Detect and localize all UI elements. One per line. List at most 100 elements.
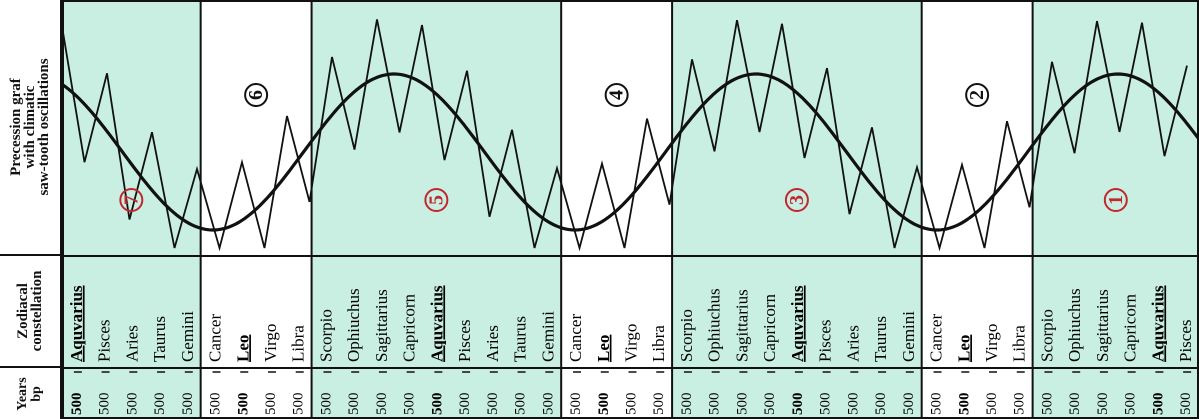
labels-layer: Aquvarius 500 Pisces 500 Aries 500 Taurus 500 Ge…: [67, 83, 1195, 416]
constellation-label: Pisces: [816, 320, 835, 363]
cycle-number-circle: [965, 83, 990, 107]
precession-label-text: Precession graf with climatic saw-tooth …: [8, 58, 52, 196]
band-cyan: [672, 0, 922, 419]
year-tick-label: 500: [679, 393, 695, 416]
constellation-label: Cancer: [927, 314, 946, 362]
cycle-number-circle: [119, 188, 144, 212]
year-tick-label: 500: [1178, 393, 1194, 416]
year-tick-label: 500: [263, 393, 279, 416]
constellation-label: Sagittarius: [372, 289, 391, 362]
year-tick-label: 500: [624, 393, 640, 416]
constellation-label: Capricorn: [760, 294, 779, 362]
constellation-label: Aquvarius: [788, 285, 807, 362]
constellation-label: Libra: [289, 325, 308, 362]
constellation-label: Gemini: [899, 311, 918, 362]
band-white: [921, 0, 1033, 419]
constellation-label: Leo: [954, 335, 973, 362]
constellation-label: Scorpio: [677, 309, 696, 362]
year-tick-label: 500: [513, 393, 529, 416]
frame-border: [62, 0, 1199, 419]
year-tick-label: 500: [457, 393, 473, 416]
band-cyan: [311, 0, 562, 419]
constellation-label: Ophiuchus: [705, 288, 724, 362]
constellation-label: Libra: [1010, 325, 1029, 362]
year-tick-label: 500: [374, 393, 390, 416]
constellation-label: Gemini: [538, 311, 557, 362]
cycle-number-circle: [784, 188, 809, 212]
constellation-label: Aquvarius: [1148, 285, 1167, 362]
zodiacal-label-text: Zodiacal constellation: [15, 270, 45, 352]
cycle-number: 7: [120, 195, 142, 205]
cycle-number: 6: [245, 90, 267, 100]
constellation-label: Capricorn: [1121, 294, 1140, 362]
year-tick-label: 500: [596, 393, 612, 416]
zodiacal-row-label: Zodiacal constellation: [0, 256, 62, 368]
cycle-number-circle: [604, 83, 629, 107]
band-cyan: [1032, 0, 1199, 419]
constellation-label: Scorpio: [1037, 309, 1056, 362]
constellation-label: Libra: [649, 325, 668, 362]
year-tick-label: 500: [734, 393, 750, 416]
cycle-number: 2: [966, 90, 988, 100]
year-tick-label: 500: [429, 393, 445, 416]
year-tick-label: 500: [1095, 393, 1111, 416]
year-tick-label: 500: [402, 393, 418, 416]
year-tick-label: 500: [929, 393, 945, 416]
constellation-label: Pisces: [95, 320, 114, 363]
cycle-number: 5: [425, 195, 447, 205]
year-tick-label: 500: [818, 393, 834, 416]
cycle-number: 1: [1105, 195, 1127, 205]
year-tick-label: 500: [208, 393, 224, 416]
year-tick-label: 500: [97, 393, 113, 416]
year-tick-label: 500: [235, 393, 251, 416]
year-tick-label: 500: [180, 393, 196, 416]
year-tick-label: 500: [124, 393, 140, 416]
year-tick-label: 500: [318, 393, 334, 416]
constellation-label: Leo: [233, 335, 252, 362]
lines-layer: [62, 19, 1199, 252]
constellation-label: Pisces: [1176, 320, 1195, 363]
year-tick-label: 500: [1123, 393, 1139, 416]
year-tick-label: 500: [790, 393, 806, 416]
cycle-number-circle: [424, 188, 449, 212]
precession-curve: [62, 72, 1199, 232]
constellation-label: Sagittarius: [732, 289, 751, 362]
constellation-label: Leo: [594, 335, 613, 362]
year-tick-label: 500: [346, 393, 362, 416]
year-tick-label: 500: [152, 393, 168, 416]
year-tick-label: 500: [956, 393, 972, 416]
precession-row-label: Precession graf with climatic saw-tooth …: [0, 0, 62, 256]
cycle-number: 3: [786, 195, 808, 205]
year-tick-label: 500: [540, 393, 556, 416]
years-row-label: Years bp: [0, 368, 62, 419]
year-tick-label: 500: [69, 393, 85, 416]
constellation-label: Aquvarius: [427, 285, 446, 362]
constellation-label: Taurus: [511, 316, 530, 362]
year-tick-label: 500: [845, 393, 861, 416]
constellation-label: Sagittarius: [1093, 289, 1112, 362]
year-tick-label: 500: [873, 393, 889, 416]
year-tick-label: 500: [291, 393, 307, 416]
constellation-label: Gemini: [178, 311, 197, 362]
constellation-label: Virgo: [982, 324, 1001, 362]
year-tick-label: 500: [762, 393, 778, 416]
constellation-label: Aries: [122, 325, 141, 362]
constellation-label: Ophiuchus: [1065, 288, 1084, 362]
year-tick-label: 500: [1039, 393, 1055, 416]
constellation-label: Aquvarius: [67, 285, 86, 362]
constellation-label: Cancer: [206, 314, 225, 362]
constellation-label: Virgo: [622, 324, 641, 362]
constellation-label: Taurus: [150, 316, 169, 362]
chart-svg: Aquvarius 500 Pisces 500 Aries 500 Taurus 500 Ge…: [62, 0, 1199, 419]
constellation-label: Aries: [483, 325, 502, 362]
year-tick-label: 500: [485, 393, 501, 416]
constellation-label: Virgo: [261, 324, 280, 362]
constellation-label: Aries: [843, 325, 862, 362]
constellation-label: Ophiuchus: [344, 288, 363, 362]
constellation-label: Capricorn: [400, 294, 419, 362]
sawtooth-oscillation: [62, 19, 1188, 252]
year-tick-label: 500: [651, 393, 667, 416]
year-tick-label: 500: [707, 393, 723, 416]
year-tick-label: 500: [984, 393, 1000, 416]
